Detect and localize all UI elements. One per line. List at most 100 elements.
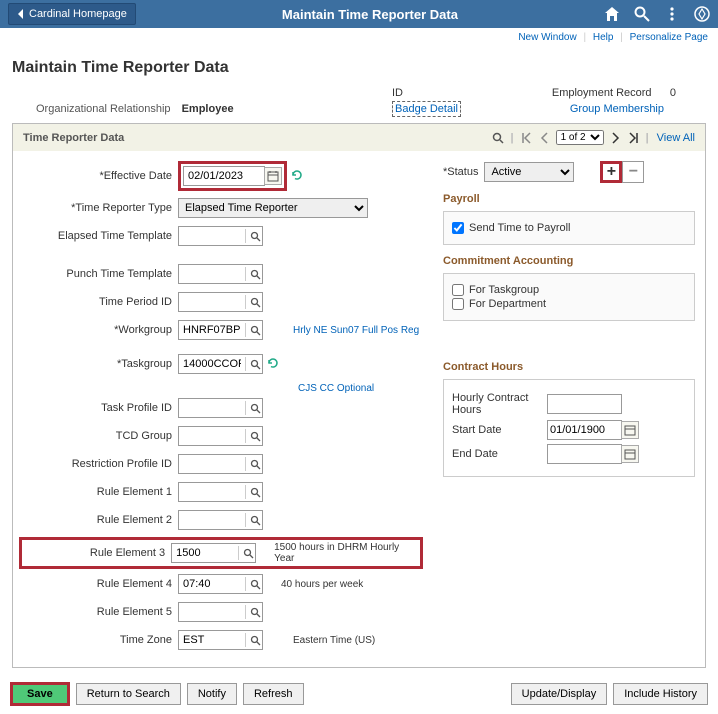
back-to-homepage-button[interactable]: Cardinal Homepage — [8, 3, 136, 25]
refresh-button[interactable]: Refresh — [243, 683, 304, 705]
lookup-icon[interactable] — [248, 357, 262, 371]
refresh-icon[interactable] — [267, 357, 281, 371]
rule5-label: Rule Element 5 — [23, 606, 178, 618]
elapsed-template-input[interactable] — [179, 227, 245, 245]
hourly-contract-label: Hourly Contract Hours — [452, 392, 547, 416]
navbar-icon[interactable] — [694, 6, 710, 22]
home-icon[interactable] — [604, 6, 620, 22]
return-to-search-button[interactable]: Return to Search — [76, 683, 181, 705]
lookup-icon[interactable] — [248, 323, 262, 337]
status-select[interactable]: Active — [484, 162, 574, 182]
prev-page-icon[interactable] — [539, 132, 551, 144]
calendar-icon[interactable] — [264, 167, 282, 185]
lookup-icon[interactable] — [241, 546, 255, 560]
action-button-bar: Save Return to Search Notify Refresh Upd… — [0, 674, 718, 714]
update-display-button[interactable]: Update/Display — [511, 683, 608, 705]
org-relationship-label: Organizational Relationship — [36, 103, 171, 115]
hourly-contract-input[interactable] — [547, 394, 622, 414]
rule2-label: Rule Element 2 — [23, 514, 178, 526]
status-label: *Status — [443, 166, 478, 178]
effective-date-highlight — [178, 161, 287, 191]
actions-menu-icon[interactable] — [664, 6, 680, 22]
rule1-label: Rule Element 1 — [23, 486, 178, 498]
workgroup-label: *Workgroup — [23, 324, 178, 336]
payroll-section-title: Payroll — [443, 193, 695, 205]
tcd-group-input[interactable] — [179, 427, 245, 445]
remove-row-button[interactable]: − — [622, 161, 644, 183]
add-row-button[interactable]: + — [600, 161, 622, 183]
rule4-description: 40 hours per week — [281, 579, 363, 590]
punch-template-input[interactable] — [179, 265, 245, 283]
group-membership-link[interactable]: Group Membership — [570, 103, 664, 115]
taskgroup-input[interactable] — [179, 355, 245, 373]
reporter-type-select[interactable]: Elapsed Time Reporter — [178, 198, 368, 218]
lookup-icon[interactable] — [248, 577, 262, 591]
payroll-box: Send Time to Payroll — [443, 211, 695, 245]
search-icon[interactable] — [634, 6, 650, 22]
lookup-icon[interactable] — [248, 267, 262, 281]
taskgroup-description: CJS CC Optional — [298, 383, 374, 394]
personalize-page-link[interactable]: Personalize Page — [630, 32, 708, 43]
calendar-icon[interactable] — [621, 445, 639, 463]
calendar-icon[interactable] — [621, 421, 639, 439]
lookup-icon[interactable] — [248, 605, 262, 619]
rule1-input[interactable] — [179, 483, 245, 501]
time-period-label: Time Period ID — [23, 296, 178, 308]
include-history-button[interactable]: Include History — [613, 683, 708, 705]
punch-template-label: Punch Time Template — [23, 268, 178, 280]
emp-record-value: 0 — [670, 87, 676, 99]
notify-button[interactable]: Notify — [187, 683, 237, 705]
workgroup-input[interactable] — [179, 321, 245, 339]
new-window-link[interactable]: New Window — [518, 32, 576, 43]
rule4-input[interactable] — [179, 575, 245, 593]
lookup-icon[interactable] — [248, 633, 262, 647]
end-date-input[interactable] — [547, 444, 622, 464]
contract-hours-box: Hourly Contract Hours Start Date End Dat… — [443, 379, 695, 477]
restriction-label: Restriction Profile ID — [23, 458, 178, 470]
end-date-label: End Date — [452, 448, 547, 460]
rule3-input[interactable] — [172, 544, 238, 562]
next-page-icon[interactable] — [609, 132, 621, 144]
for-department-label: For Department — [469, 298, 546, 310]
commitment-box: For Taskgroup For Department — [443, 273, 695, 321]
last-page-icon[interactable] — [627, 132, 639, 144]
lookup-icon[interactable] — [248, 457, 262, 471]
page-selector[interactable]: 1 of 2 — [556, 130, 604, 145]
timezone-input[interactable] — [179, 631, 245, 649]
send-to-payroll-checkbox[interactable] — [452, 222, 464, 234]
org-relationship-value: Employee — [182, 103, 234, 115]
lookup-icon[interactable] — [248, 401, 262, 415]
rule3-label: Rule Element 3 — [26, 547, 171, 559]
rule2-input[interactable] — [179, 511, 245, 529]
time-period-input[interactable] — [179, 293, 245, 311]
page-sublinks: New Window | Help | Personalize Page — [0, 28, 718, 47]
start-date-input[interactable] — [547, 420, 622, 440]
first-page-icon[interactable] — [521, 132, 533, 144]
restriction-input[interactable] — [179, 455, 245, 473]
lookup-icon[interactable] — [248, 429, 262, 443]
rule4-label: Rule Element 4 — [23, 578, 178, 590]
page-header-title: Maintain Time Reporter Data — [136, 7, 604, 22]
back-label: Cardinal Homepage — [29, 8, 127, 20]
effective-date-input[interactable] — [183, 166, 265, 186]
timezone-description: Eastern Time (US) — [293, 635, 375, 646]
for-taskgroup-label: For Taskgroup — [469, 284, 539, 296]
refresh-icon[interactable] — [291, 169, 305, 183]
for-department-checkbox[interactable] — [452, 298, 464, 310]
send-to-payroll-label: Send Time to Payroll — [469, 222, 571, 234]
page-title: Maintain Time Reporter Data — [12, 59, 706, 77]
for-taskgroup-checkbox[interactable] — [452, 284, 464, 296]
find-icon[interactable] — [492, 132, 504, 144]
rule5-input[interactable] — [179, 603, 245, 621]
lookup-icon[interactable] — [248, 513, 262, 527]
save-button[interactable]: Save — [10, 682, 70, 706]
badge-detail-link[interactable]: Badge Detail — [392, 101, 461, 117]
help-link[interactable]: Help — [593, 32, 614, 43]
view-all-link[interactable]: View All — [657, 132, 695, 144]
task-profile-input[interactable] — [179, 399, 245, 417]
lookup-icon[interactable] — [248, 229, 262, 243]
taskgroup-label: *Taskgroup — [23, 358, 178, 370]
elapsed-template-label: Elapsed Time Template — [23, 230, 178, 242]
lookup-icon[interactable] — [248, 295, 262, 309]
lookup-icon[interactable] — [248, 485, 262, 499]
